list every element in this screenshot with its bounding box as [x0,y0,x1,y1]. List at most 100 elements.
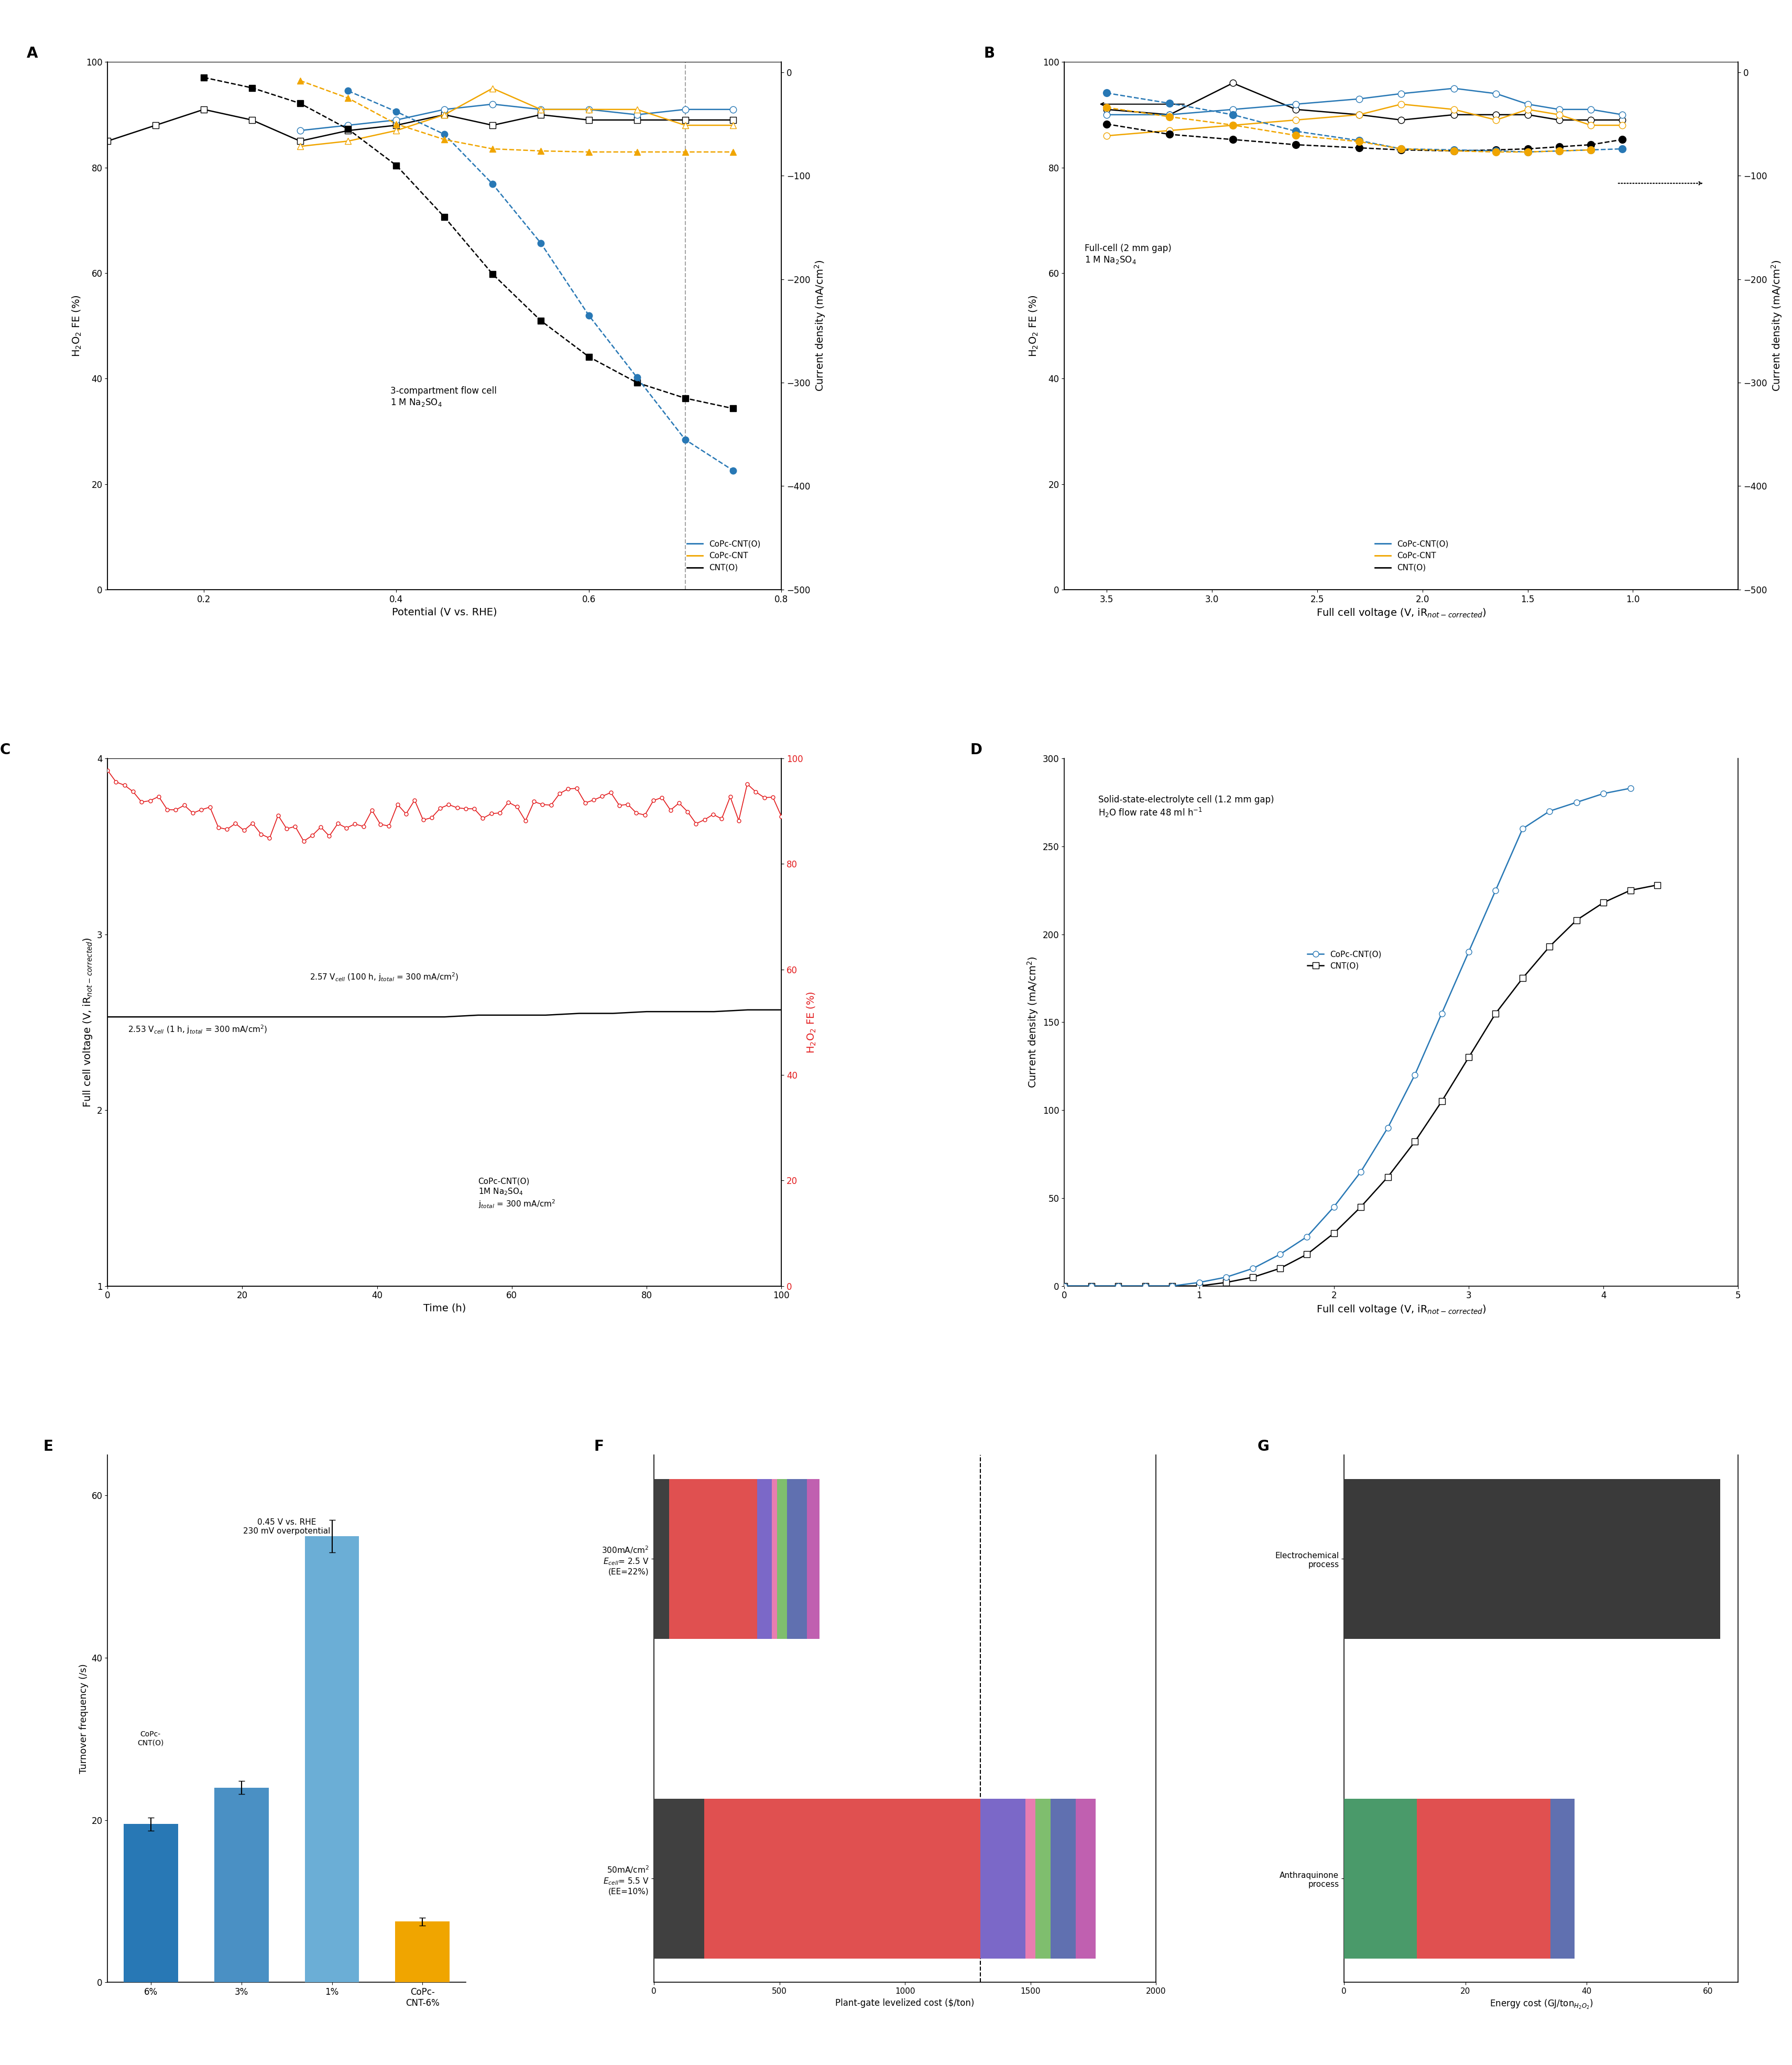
CNT(O) [1593,890,1615,915]
Bar [806,1479,819,1640]
Bar [1344,1799,1417,1958]
CoPc-CNT(O) [1593,781,1615,805]
Text: 2.53 V$_{cell}$ (1 h, j$_{total}$ = 300 mA/cm$^2$): 2.53 V$_{cell}$ (1 h, j$_{total}$ = 300 … [127,1024,267,1035]
Line: CoPc-CNT(O): CoPc-CNT(O) [1061,785,1633,1289]
Bar [756,1479,772,1640]
Y-axis label: Current density (mA/cm$^2$): Current density (mA/cm$^2$) [1770,260,1783,392]
Bar [1417,1799,1550,1958]
CoPc-CNT(O) [1539,799,1561,824]
Line: CNT(O): CNT(O) [1061,882,1661,1289]
CNT(O) [1539,933,1561,958]
Bar [787,1479,806,1640]
Bar [772,1479,778,1640]
Bar [1550,1799,1575,1958]
Bar [215,1788,269,1982]
Bar [305,1536,358,1982]
Bar [778,1479,787,1640]
Y-axis label: Turnover frequency (/s): Turnover frequency (/s) [79,1664,88,1774]
CNT(O) [1107,1274,1129,1299]
CNT(O) [1322,1220,1344,1245]
CoPc-CNT(O) [1349,1158,1371,1183]
CoPc-CNT(O) [1459,940,1480,964]
CoPc-CNT(O) [1512,816,1534,840]
CNT(O) [1486,1002,1507,1026]
Text: 0.45 V vs. RHE
230 mV overpotential: 0.45 V vs. RHE 230 mV overpotential [244,1518,330,1534]
Y-axis label: H$_2$O$_2$ FE (%): H$_2$O$_2$ FE (%) [806,991,817,1053]
Y-axis label: Current density (mA/cm$^2$): Current density (mA/cm$^2$) [1027,956,1039,1088]
Text: B: B [984,45,995,60]
Bar [1036,1799,1050,1958]
CNT(O) [1081,1274,1102,1299]
Text: C: C [0,743,11,758]
CNT(O) [1296,1241,1317,1266]
Bar [654,1479,668,1640]
Text: G: G [1258,1439,1269,1454]
Bar [124,1823,177,1982]
CNT(O) [1512,966,1534,991]
CNT(O) [1242,1264,1263,1289]
CoPc-CNT(O) [1215,1264,1236,1289]
Text: Solid-state-electrolyte cell (1.2 mm gap)
H$_2$O flow rate 48 ml h$^{-1}$: Solid-state-electrolyte cell (1.2 mm gap… [1098,795,1274,818]
Text: 3-compartment flow cell
1 M Na$_2$SO$_4$: 3-compartment flow cell 1 M Na$_2$SO$_4$ [391,386,496,407]
CNT(O) [1269,1256,1290,1280]
CNT(O) [1161,1274,1183,1299]
CoPc-CNT(O) [1566,791,1588,816]
CNT(O) [1620,878,1641,902]
X-axis label: Full cell voltage (V, iR$_{not-corrected}$): Full cell voltage (V, iR$_{not-corrected… [1315,1303,1486,1315]
Text: CoPc-CNT(O)
1M Na$_2$SO$_4$
j$_{total}$ = 300 mA/cm$^2$: CoPc-CNT(O) 1M Na$_2$SO$_4$ j$_{total}$ … [478,1177,556,1210]
Legend: CoPc-CNT(O), CoPc-CNT, CNT(O): CoPc-CNT(O), CoPc-CNT, CNT(O) [1371,537,1452,574]
Text: E: E [43,1439,54,1454]
Y-axis label: H$_2$O$_2$ FE (%): H$_2$O$_2$ FE (%) [1029,295,1039,357]
CoPc-CNT(O) [1405,1063,1426,1088]
CoPc-CNT(O) [1269,1241,1290,1266]
Bar [704,1799,980,1958]
CoPc-CNT(O) [1161,1274,1183,1299]
CNT(O) [1188,1274,1210,1299]
CNT(O) [1215,1270,1236,1295]
Y-axis label: Full cell voltage (V, iR$_{not-corrected}$): Full cell voltage (V, iR$_{not-corrected… [82,938,93,1107]
Bar [668,1479,756,1640]
CNT(O) [1566,909,1588,933]
X-axis label: Full cell voltage (V, iR$_{not-corrected}$): Full cell voltage (V, iR$_{not-corrected… [1315,607,1486,620]
Y-axis label: Current density (mA/cm$^2$): Current density (mA/cm$^2$) [814,260,826,392]
CNT(O) [1376,1165,1398,1189]
X-axis label: Time (h): Time (h) [423,1303,466,1313]
CNT(O) [1134,1274,1156,1299]
Y-axis label: H$_2$O$_2$ FE (%): H$_2$O$_2$ FE (%) [72,295,82,357]
CoPc-CNT(O) [1432,1002,1453,1026]
CoPc-CNT(O) [1242,1256,1263,1280]
CNT(O) [1405,1130,1426,1154]
CNT(O) [1647,873,1668,898]
Text: A: A [27,45,38,60]
Bar [1344,1479,1720,1640]
Bar [980,1799,1025,1958]
Text: F: F [593,1439,604,1454]
CoPc-CNT(O) [1054,1274,1075,1299]
Bar [654,1799,704,1958]
Legend: CoPc-CNT(O), CNT(O): CoPc-CNT(O), CNT(O) [1305,948,1385,973]
CoPc-CNT(O) [1188,1270,1210,1295]
CNT(O) [1349,1194,1371,1218]
Bar [396,1923,450,1982]
CoPc-CNT(O) [1486,878,1507,902]
CoPc-CNT(O) [1081,1274,1102,1299]
Legend: CoPc-CNT(O), CoPc-CNT, CNT(O): CoPc-CNT(O), CoPc-CNT, CNT(O) [683,537,763,574]
X-axis label: Potential (V vs. RHE): Potential (V vs. RHE) [392,607,496,617]
CoPc-CNT(O) [1296,1225,1317,1249]
CoPc-CNT(O) [1322,1194,1344,1218]
Text: CoPc-
CNT(O): CoPc- CNT(O) [138,1730,163,1747]
Text: D: D [969,743,982,758]
CoPc-CNT(O) [1134,1274,1156,1299]
Text: 2.57 V$_{cell}$ (100 h, j$_{total}$ = 300 mA/cm$^2$): 2.57 V$_{cell}$ (100 h, j$_{total}$ = 30… [310,971,459,983]
CoPc-CNT(O) [1620,776,1641,801]
X-axis label: Energy cost (GJ/ton$_{H_2O_2}$): Energy cost (GJ/ton$_{H_2O_2}$) [1489,1999,1593,2011]
CNT(O) [1432,1088,1453,1113]
Bar [1025,1799,1036,1958]
X-axis label: Plant-gate levelized cost ($/ton): Plant-gate levelized cost ($/ton) [835,1999,975,2007]
CoPc-CNT(O) [1107,1274,1129,1299]
CoPc-CNT(O) [1376,1115,1398,1140]
CNT(O) [1054,1274,1075,1299]
Bar [1075,1799,1095,1958]
CNT(O) [1459,1045,1480,1070]
Text: Full-cell (2 mm gap)
1 M Na$_2$SO$_4$: Full-cell (2 mm gap) 1 M Na$_2$SO$_4$ [1084,244,1172,264]
